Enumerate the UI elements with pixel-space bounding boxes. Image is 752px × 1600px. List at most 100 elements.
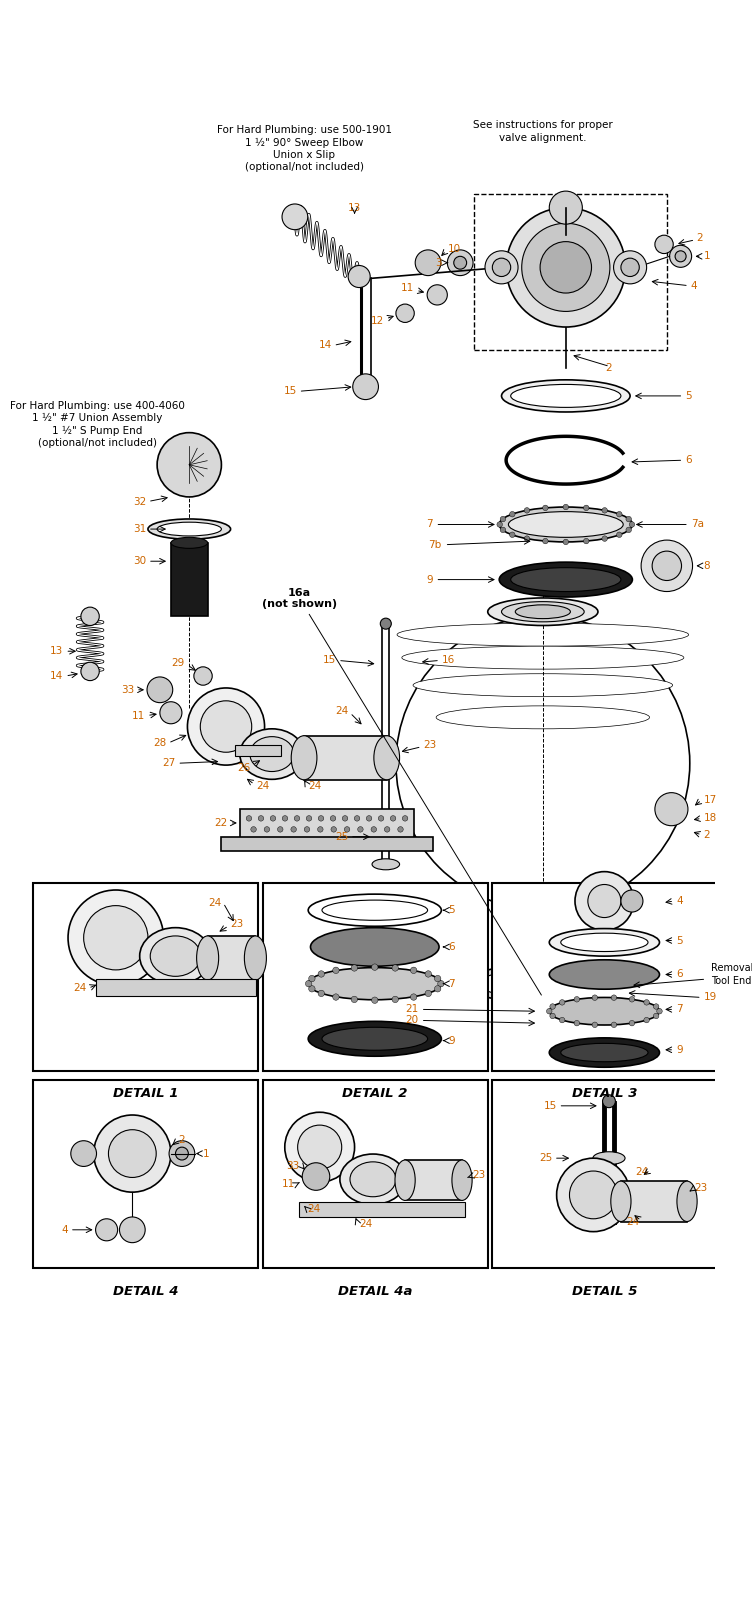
Circle shape [447, 250, 473, 275]
Ellipse shape [157, 522, 221, 536]
Ellipse shape [402, 646, 684, 669]
Ellipse shape [549, 997, 660, 1026]
Text: 16a
(not shown): 16a (not shown) [262, 587, 541, 995]
Circle shape [200, 701, 252, 752]
Text: 14: 14 [318, 341, 332, 350]
Ellipse shape [240, 730, 304, 779]
Circle shape [563, 539, 569, 544]
Circle shape [411, 966, 417, 973]
Circle shape [652, 550, 681, 581]
Circle shape [371, 963, 378, 970]
Bar [262, 883, 488, 1070]
Text: 22: 22 [214, 818, 228, 827]
Text: 7: 7 [448, 979, 455, 989]
Text: 17: 17 [704, 795, 717, 805]
Circle shape [629, 997, 635, 1002]
Circle shape [398, 827, 403, 832]
Circle shape [294, 816, 300, 821]
Ellipse shape [308, 1021, 441, 1056]
Ellipse shape [372, 859, 399, 870]
Text: Removal
Tool End: Removal Tool End [711, 963, 752, 986]
Text: 25: 25 [538, 1154, 552, 1163]
Text: 25: 25 [335, 832, 348, 842]
Circle shape [588, 885, 621, 917]
Bar [24, 1274, 714, 1534]
Bar [405, 1160, 462, 1200]
Circle shape [493, 258, 511, 277]
Bar [33, 1080, 258, 1269]
Text: For Hard Plumbing: use 400-4060
1 ½" #7 Union Assembly
1 ½" S Pump End
(optional: For Hard Plumbing: use 400-4060 1 ½" #7 … [10, 400, 185, 448]
Text: 24: 24 [308, 781, 322, 792]
Circle shape [246, 816, 252, 821]
Circle shape [308, 976, 315, 982]
Circle shape [574, 1021, 580, 1026]
Ellipse shape [376, 827, 396, 846]
Circle shape [392, 965, 399, 971]
Circle shape [317, 827, 323, 832]
Text: 5: 5 [448, 906, 455, 915]
Ellipse shape [150, 936, 201, 976]
Circle shape [187, 688, 265, 765]
Circle shape [506, 208, 626, 326]
Circle shape [524, 507, 529, 514]
Text: 4: 4 [690, 280, 697, 291]
Circle shape [584, 506, 589, 510]
Text: DETAIL 4: DETAIL 4 [113, 1285, 178, 1298]
Ellipse shape [374, 736, 399, 779]
Ellipse shape [499, 562, 632, 597]
Text: 7: 7 [676, 1005, 683, 1014]
Circle shape [147, 677, 173, 702]
Text: 8: 8 [704, 562, 710, 571]
Text: 2: 2 [605, 363, 612, 373]
Circle shape [351, 965, 357, 971]
Circle shape [371, 827, 377, 832]
Circle shape [378, 816, 384, 821]
Circle shape [425, 990, 432, 997]
Bar [33, 883, 258, 1070]
Circle shape [358, 827, 363, 832]
Circle shape [655, 235, 673, 253]
Circle shape [366, 816, 371, 821]
Ellipse shape [250, 736, 294, 771]
Text: DETAIL 4a: DETAIL 4a [338, 1285, 413, 1298]
Text: 27: 27 [162, 758, 175, 768]
Text: 9: 9 [676, 1045, 683, 1054]
Text: 1: 1 [203, 1149, 210, 1158]
Ellipse shape [350, 1162, 396, 1197]
Ellipse shape [502, 379, 630, 411]
Circle shape [602, 1094, 615, 1107]
Circle shape [302, 1163, 330, 1190]
Circle shape [331, 827, 336, 832]
Text: 30: 30 [133, 557, 146, 566]
Circle shape [540, 242, 592, 293]
Circle shape [306, 816, 312, 821]
Ellipse shape [478, 970, 607, 998]
Circle shape [592, 995, 598, 1000]
Ellipse shape [611, 1181, 631, 1221]
Circle shape [653, 1013, 659, 1019]
Bar [493, 1080, 717, 1269]
Text: 33: 33 [287, 1160, 299, 1171]
Circle shape [602, 507, 608, 514]
Text: 14: 14 [50, 670, 63, 682]
Circle shape [318, 990, 325, 997]
Ellipse shape [244, 936, 266, 981]
Circle shape [342, 816, 347, 821]
Text: 3: 3 [435, 258, 442, 267]
Ellipse shape [413, 674, 672, 696]
Text: DETAIL 2: DETAIL 2 [342, 1088, 408, 1101]
Text: 10: 10 [448, 243, 462, 254]
Circle shape [264, 827, 270, 832]
Ellipse shape [488, 598, 598, 626]
Text: 26: 26 [238, 763, 251, 773]
Circle shape [169, 1141, 195, 1166]
Bar [262, 1080, 488, 1269]
Circle shape [81, 606, 99, 626]
Ellipse shape [502, 602, 584, 622]
Circle shape [396, 304, 414, 323]
Circle shape [653, 1003, 659, 1010]
Ellipse shape [291, 736, 317, 779]
Ellipse shape [436, 706, 650, 730]
Circle shape [669, 245, 692, 267]
Text: 7a: 7a [690, 520, 704, 530]
